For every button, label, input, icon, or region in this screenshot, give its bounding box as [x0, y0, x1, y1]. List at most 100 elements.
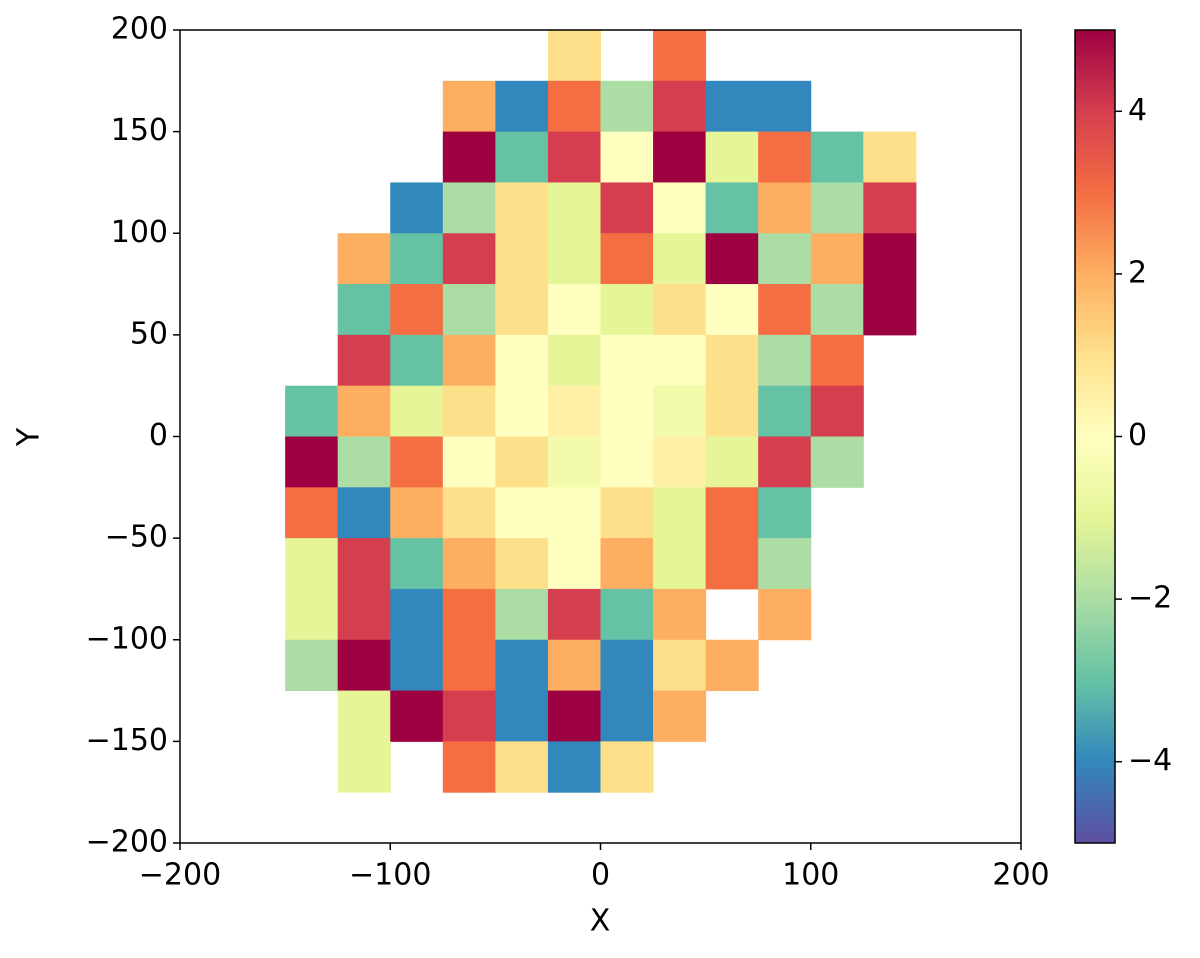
x-tick-label: −100 [349, 858, 431, 893]
heat-cell [547, 334, 601, 387]
heat-cell [547, 436, 601, 488]
heat-cell [285, 538, 339, 590]
heat-cell [390, 436, 444, 488]
heat-cell [495, 741, 549, 793]
heat-cell [810, 284, 864, 336]
heat-cell [285, 639, 339, 692]
heat-cell [285, 588, 339, 641]
heat-cell [600, 80, 654, 133]
heat-cell [705, 334, 759, 387]
heat-cell [442, 588, 496, 641]
heat-cell [337, 233, 391, 285]
heat-cell [337, 385, 391, 437]
heat-cell [495, 284, 549, 336]
y-tick-label: −150 [86, 723, 168, 758]
y-tick-label: 50 [130, 316, 168, 351]
heat-cell [337, 487, 391, 539]
heat-cell [495, 639, 549, 692]
heat-cell [547, 30, 601, 82]
heat-cell [390, 334, 444, 387]
heat-cell [337, 334, 391, 387]
heat-cell [810, 334, 864, 387]
heat-cell [653, 30, 707, 82]
colorbar-tick-label: −2 [1128, 581, 1172, 616]
heat-cell [600, 436, 654, 488]
y-tick-label: −50 [105, 520, 168, 555]
heat-cell [285, 436, 339, 488]
heat-cell [495, 538, 549, 590]
heat-cell [863, 284, 917, 336]
y-axis-label: Y [12, 427, 47, 447]
heat-cell [810, 233, 864, 285]
heat-cell [390, 385, 444, 437]
heat-cell [705, 436, 759, 488]
heat-cell [758, 334, 812, 387]
heat-cell [547, 284, 601, 336]
x-tick-label: 100 [782, 858, 839, 893]
heat-cell [863, 233, 917, 285]
heat-cell [547, 741, 601, 793]
heat-cell [495, 690, 549, 742]
heat-cell [705, 233, 759, 285]
heat-cell [547, 639, 601, 692]
heat-cell [495, 131, 549, 183]
heat-cell [705, 284, 759, 336]
heat-cell [390, 538, 444, 590]
heat-cell [442, 741, 496, 793]
heat-cell [810, 436, 864, 488]
heat-cell [390, 690, 444, 742]
heat-cell [442, 334, 496, 387]
heat-cell [495, 487, 549, 539]
heat-cell [337, 284, 391, 336]
heat-cell [705, 385, 759, 437]
heat-cell [442, 80, 496, 133]
heat-cell [810, 131, 864, 183]
heat-cell [442, 639, 496, 692]
heat-cell [600, 182, 654, 234]
heat-cell [653, 334, 707, 387]
x-axis-label: X [590, 904, 611, 939]
heat-cell [653, 487, 707, 539]
heat-cell [547, 487, 601, 539]
heat-cell [758, 131, 812, 183]
heat-cell [442, 284, 496, 336]
heat-cell [810, 182, 864, 234]
heat-cell [653, 233, 707, 285]
heat-cell [863, 182, 917, 234]
heat-cell [705, 639, 759, 692]
heat-cell [600, 588, 654, 641]
y-tick-label: −200 [86, 825, 168, 860]
heat-cell [653, 131, 707, 183]
heat-cell [442, 385, 496, 437]
heat-cell [705, 80, 759, 133]
heat-cell [600, 385, 654, 437]
heat-cell [653, 690, 707, 742]
heat-cell [600, 284, 654, 336]
heat-cell [758, 182, 812, 234]
heat-cell [653, 385, 707, 437]
heat-cell [600, 741, 654, 793]
heat-cell [390, 233, 444, 285]
heat-cell [337, 538, 391, 590]
heat-cell [337, 639, 391, 692]
heat-cell [390, 487, 444, 539]
heat-cell [758, 538, 812, 590]
y-tick-label: 0 [149, 418, 168, 453]
y-tick-label: 100 [111, 215, 168, 250]
heat-cell [705, 131, 759, 183]
heat-cell [337, 436, 391, 488]
x-tick-label: 200 [992, 858, 1049, 893]
heat-cell [390, 182, 444, 234]
heat-cell [495, 334, 549, 387]
heat-cell [705, 538, 759, 590]
heat-cell [600, 487, 654, 539]
x-tick-label: −200 [139, 858, 221, 893]
heat-cell [653, 538, 707, 590]
heat-cell [285, 487, 339, 539]
heat-cell [863, 131, 917, 183]
colorbar-tick-label: −4 [1128, 743, 1172, 778]
colorbar-tick-label: 4 [1128, 93, 1147, 128]
heat-cell [758, 436, 812, 488]
heat-cell [442, 233, 496, 285]
